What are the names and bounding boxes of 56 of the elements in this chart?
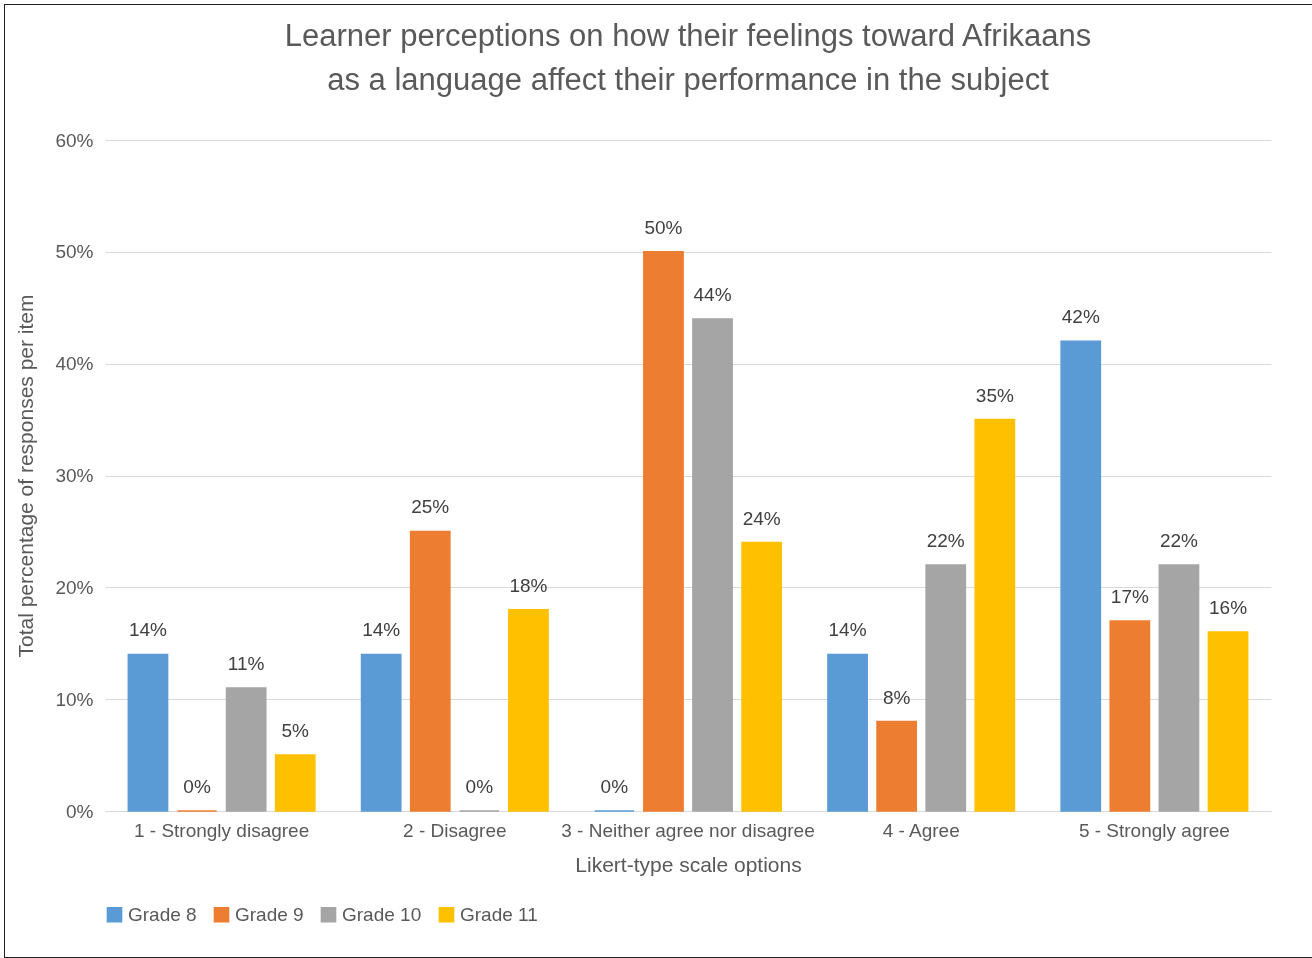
x-tick-label: 2 - Disagree [403, 819, 507, 841]
bar [409, 530, 451, 812]
y-axis-title: Total percentage of responses per item [14, 294, 38, 658]
data-label: 14% [128, 619, 168, 641]
bar [127, 653, 169, 812]
data-label: 22% [926, 529, 965, 551]
data-label: 18% [509, 574, 548, 596]
data-label: 25% [411, 496, 450, 518]
bar [974, 418, 1016, 812]
bar [741, 541, 783, 812]
y-tick-label: 10% [55, 688, 94, 710]
x-tick-label: 5 - Strongly agree [1078, 819, 1230, 841]
y-tick-label: 50% [55, 241, 94, 263]
data-label: 42% [1061, 306, 1100, 328]
bar [925, 564, 967, 812]
x-axis-title: Likert-type scale options [575, 852, 802, 876]
bar [876, 720, 918, 812]
y-tick-label: 60% [55, 129, 94, 151]
legend-label: Grade 8 [128, 903, 197, 925]
y-tick-label: 0% [66, 800, 94, 822]
data-label: 22% [1159, 529, 1199, 551]
legend-label: Grade 10 [342, 903, 422, 925]
x-tick-label: 3 - Neither agree nor disagree [561, 819, 815, 841]
bar [1109, 620, 1151, 812]
data-label: 5% [281, 720, 310, 742]
bar [508, 608, 549, 812]
data-label: 24% [742, 507, 781, 529]
bar [1207, 631, 1249, 812]
bar [827, 653, 868, 812]
y-tick-label: 20% [55, 576, 94, 598]
data-label: 0% [183, 776, 211, 797]
x-tick-label: 1 - Strongly disagree [133, 819, 310, 841]
data-label: 16% [1209, 597, 1248, 619]
data-label: 44% [693, 283, 732, 305]
bar [360, 653, 402, 812]
data-label: 0% [600, 776, 629, 797]
data-label: 14% [362, 619, 401, 641]
bar [643, 251, 684, 812]
data-label: 50% [644, 216, 683, 238]
y-tick-label: 30% [55, 465, 94, 486]
bar [692, 318, 733, 812]
bar [225, 687, 267, 812]
data-label: 14% [828, 619, 867, 641]
data-label: 17% [1110, 585, 1149, 607]
x-tick-label: 4 - Agree [882, 819, 960, 841]
chart-title: Learner perceptions on how their feelings toward Afrikaans as a language affect their performance in the subject [284, 18, 1092, 97]
bar [274, 754, 316, 812]
bar [1060, 340, 1102, 812]
data-label: 11% [227, 652, 265, 674]
legend-label: Grade 9 [235, 903, 304, 925]
data-label: 35% [975, 384, 1014, 406]
data-label: 0% [465, 776, 494, 797]
y-tick-label: 40% [55, 353, 94, 375]
legend-label: Grade 11 [460, 903, 538, 925]
bar [1158, 564, 1200, 812]
data-label: 8% [882, 686, 911, 708]
